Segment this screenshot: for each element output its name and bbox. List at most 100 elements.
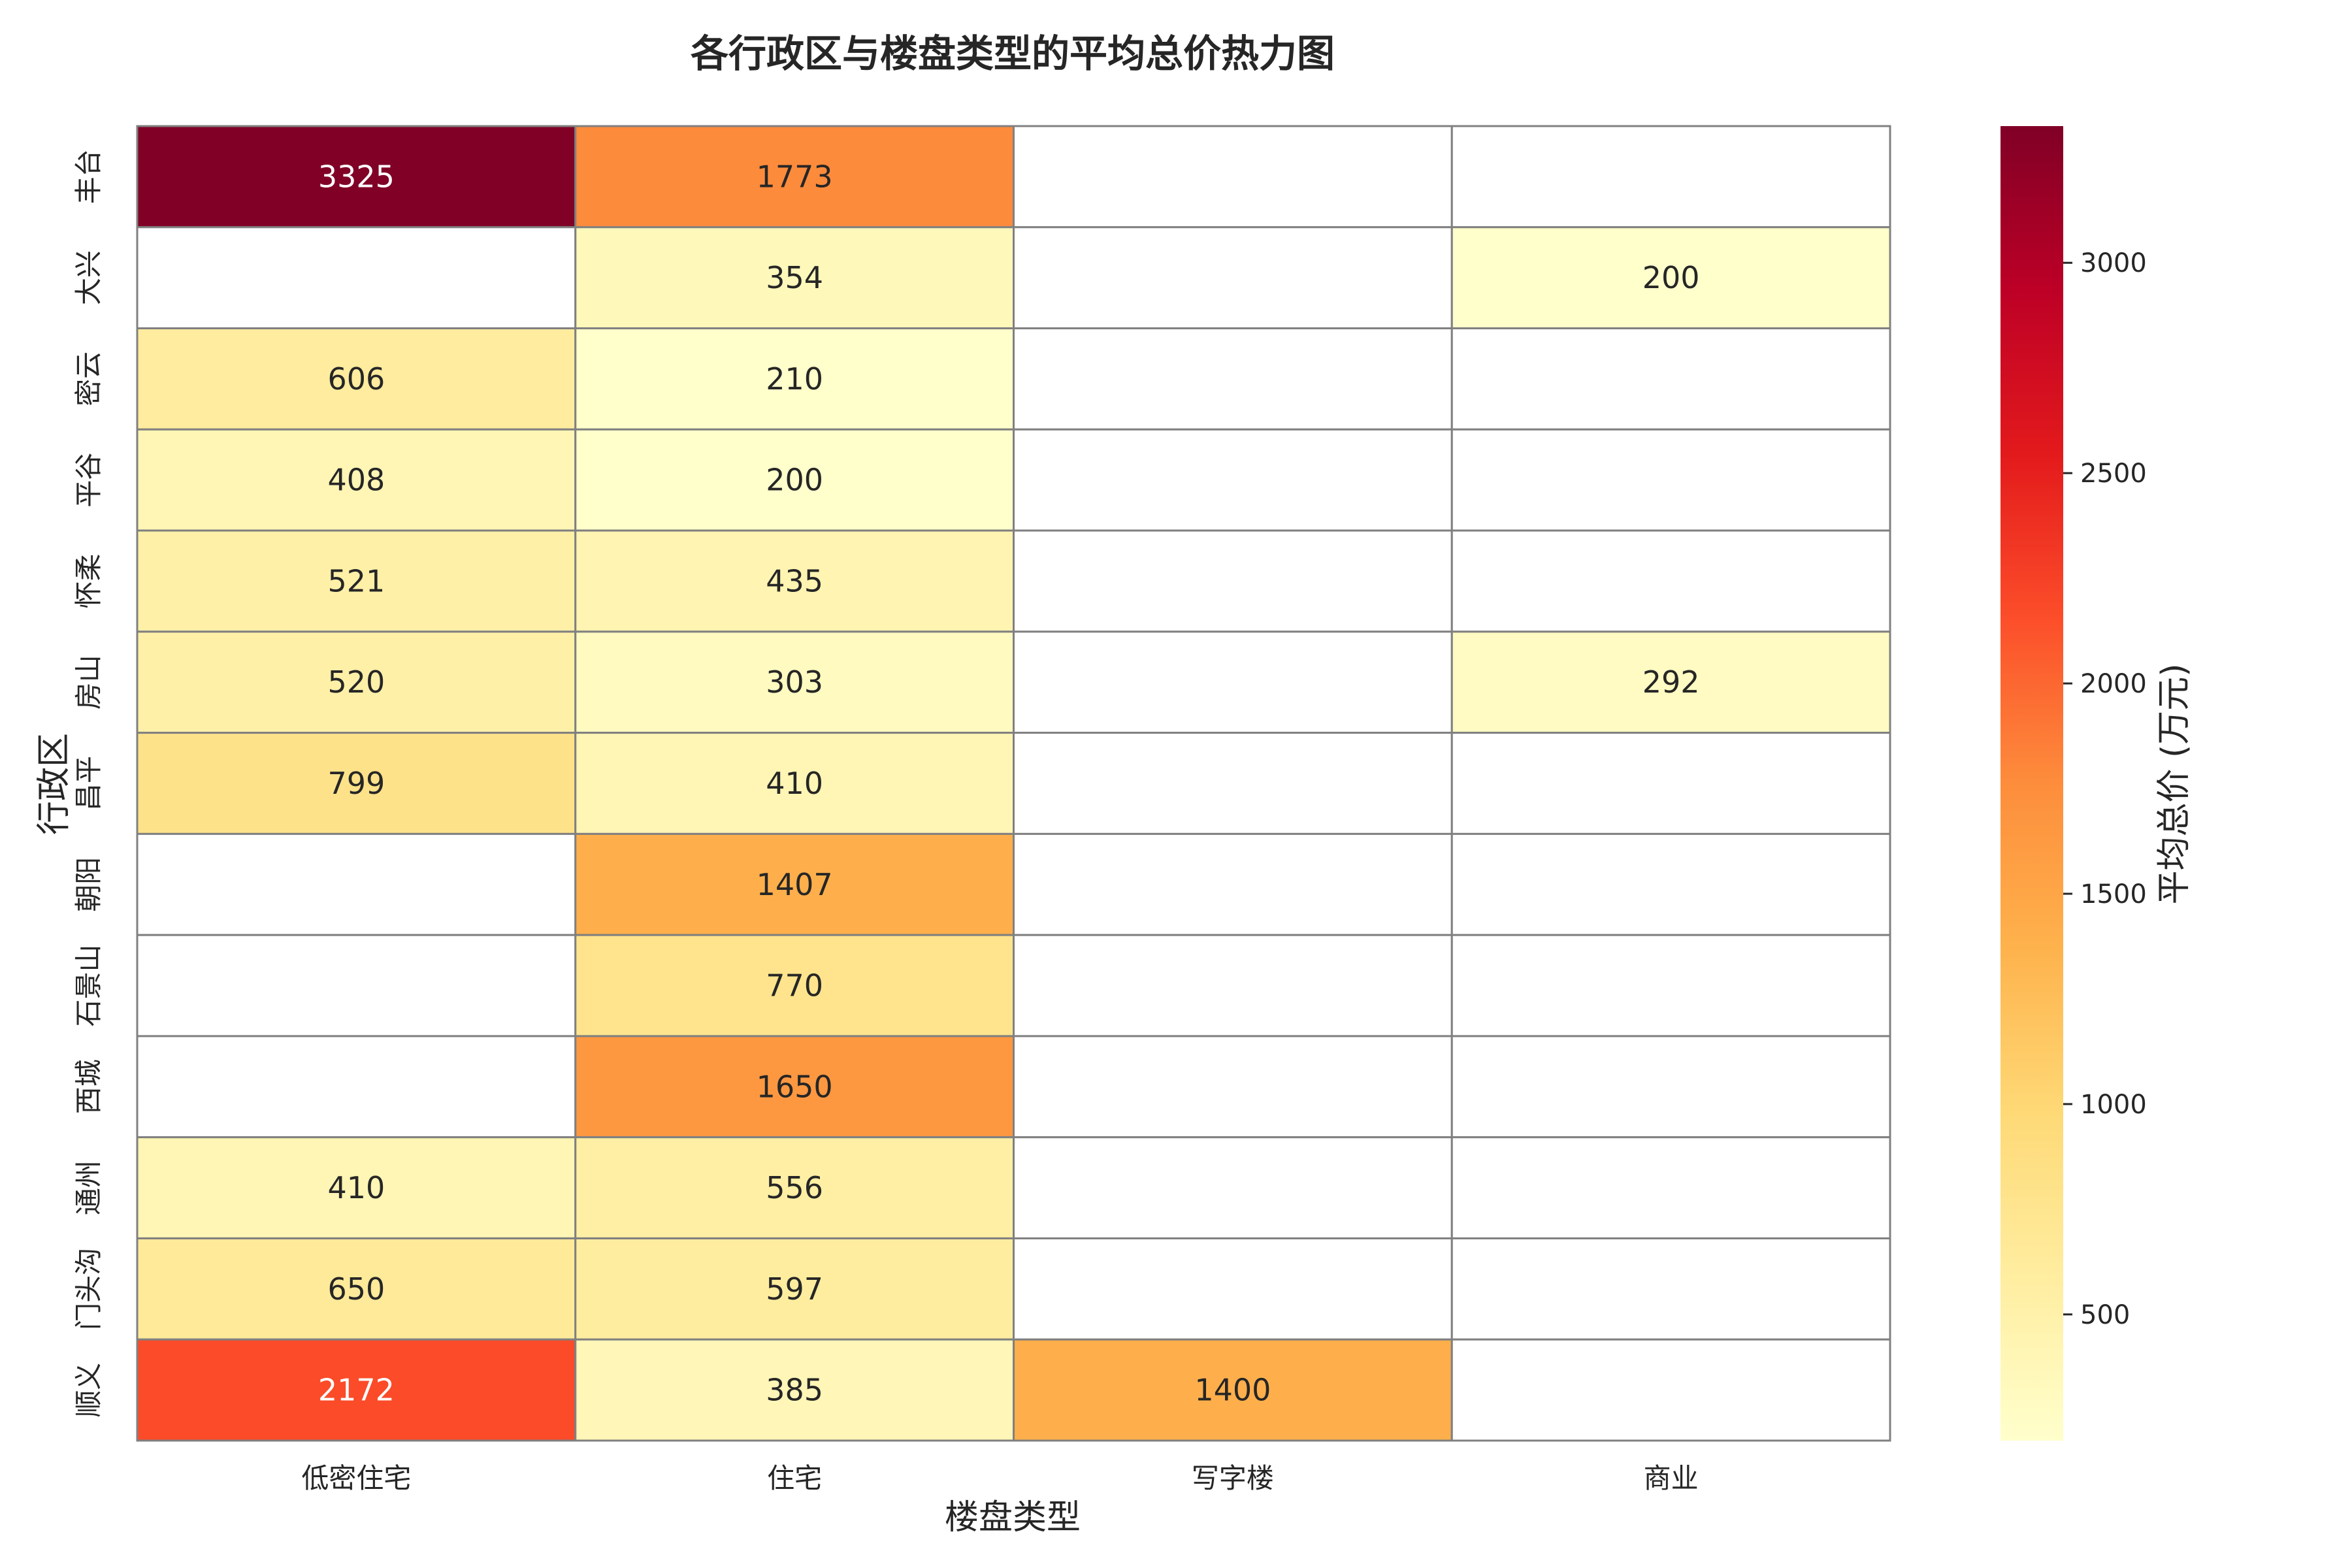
cell-value-label: 303 [766,664,823,700]
colorbar-tick-label: 2000 [2080,669,2147,699]
cell-value-label: 410 [327,1170,385,1205]
cell-value-label: 799 [327,766,385,801]
heatmap-cell [1450,630,1891,734]
cell-value-label: 385 [766,1373,823,1408]
heatmap-cell [136,1035,577,1139]
cell-value-label: 1400 [1194,1373,1271,1408]
heatmap-cell [136,327,577,431]
y-tick-label: 密云 [73,351,105,406]
y-tick-label: 西城 [73,1059,105,1114]
y-tick-label: 怀柔 [73,553,105,608]
y-tick-label: 大兴 [73,250,105,305]
heatmap-cell [136,934,577,1037]
cell-value-label: 408 [327,463,385,498]
cell-value-label: 435 [766,563,823,598]
heatmap-cell [574,529,1015,633]
heatmap-cell [1013,1035,1453,1139]
heatmap-cell [1013,226,1453,330]
heatmap-cell [574,1136,1015,1239]
x-tick-label: 写字楼 [1192,1462,1274,1494]
colorbar-tick-label: 500 [2080,1300,2130,1330]
heatmap-cell [574,125,1015,229]
y-tick-label: 昌平 [73,756,105,811]
heatmap-cell [1013,1136,1453,1239]
cell-value-label: 354 [766,260,823,295]
y-axis-title: 行政区 [35,733,74,835]
cell-value-label: 556 [766,1170,823,1205]
cell-value-label: 650 [327,1271,385,1307]
heatmap-cell [136,1136,577,1239]
heatmap-cell [574,1237,1015,1341]
heatmap-cell [136,226,577,330]
heatmap-cell [1013,630,1453,734]
cell-value-label: 200 [766,463,823,498]
y-tick-label: 房山 [73,655,105,710]
cell-value-label: 521 [327,563,385,598]
heatmap-cell [1013,428,1453,532]
heatmap-cell [1450,529,1891,633]
heatmap-cell [1013,327,1453,431]
x-axis-title: 楼盘类型 [945,1498,1081,1537]
heatmap-cell [1450,1237,1891,1341]
heatmap-cell [574,428,1015,532]
heatmap-cell [1450,428,1891,532]
heatmap-cell [1013,125,1453,229]
heatmap-cell [136,832,577,936]
cell-value-label: 770 [766,968,823,1004]
colorbar-tick-label: 3000 [2080,248,2147,278]
cell-value-label: 1650 [757,1069,833,1104]
y-tick-label: 朝阳 [73,857,105,912]
colorbar-tick-label: 2500 [2080,459,2147,489]
y-tick-label: 石景山 [73,945,105,1027]
heatmap-cell [1013,1237,1453,1341]
cell-value-label: 210 [766,361,823,397]
colorbar [2001,126,2063,1441]
heatmap-cell [574,327,1015,431]
cell-value-label: 200 [1642,260,1700,295]
heatmap-cell [1450,1136,1891,1239]
heatmap-cell [136,732,577,835]
heatmap-cell-labels: 3325 1773 354 200 606 210 408 200 521 435 520 303 29… [318,159,1700,1407]
x-tick-label: 低密住宅 [301,1462,411,1494]
colorbar-ticks: 500 1000 1500 2000 2500 3000 [2063,248,2147,1330]
heatmap-cell [136,1338,577,1442]
y-tick-label: 门头沟 [73,1248,105,1330]
x-tick-label: 商业 [1644,1462,1699,1494]
heatmap-cell [136,1237,577,1341]
colorbar-tick-label: 1000 [2080,1090,2147,1120]
cell-value-label: 2172 [318,1373,395,1408]
heatmap-cell [1450,934,1891,1037]
y-tick-label: 顺义 [73,1363,105,1418]
heatmap-cell [1013,1338,1453,1442]
cell-value-label: 1773 [757,159,833,194]
cell-value-label: 1407 [757,867,833,902]
x-axis-ticks: 低密住宅 住宅 写字楼 商业 [301,1462,1698,1494]
cell-value-label: 3325 [318,159,395,194]
heatmap-cell [574,1035,1015,1139]
heatmap-cell [574,630,1015,734]
y-tick-label: 通州 [73,1160,105,1215]
heatmap-cell [1450,732,1891,835]
cell-value-label: 520 [327,664,385,700]
heatmap-cell [1013,832,1453,936]
colorbar-label: 平均总价 (万元) [2155,663,2194,904]
heatmap-cell [1013,732,1453,835]
cell-value-label: 410 [766,766,823,801]
heatmap-cell [1013,529,1453,633]
cell-value-label: 597 [766,1271,823,1307]
y-tick-label: 丰台 [73,149,105,204]
heatmap-cell [1450,832,1891,936]
heatmap-cell [1450,226,1891,330]
heatmap-cell [1013,934,1453,1037]
chart-title: 各行政区与楼盘类型的平均总价热力图 [691,31,1335,76]
heatmap-cell [574,226,1015,330]
heatmap-cell [1450,327,1891,431]
heatmap-cell [574,934,1015,1037]
cell-value-label: 292 [1642,664,1700,700]
heatmap-cell [1450,1338,1891,1442]
heatmap-cell [136,125,577,229]
colorbar-tick-label: 1500 [2080,879,2147,909]
x-tick-label: 住宅 [767,1462,822,1494]
